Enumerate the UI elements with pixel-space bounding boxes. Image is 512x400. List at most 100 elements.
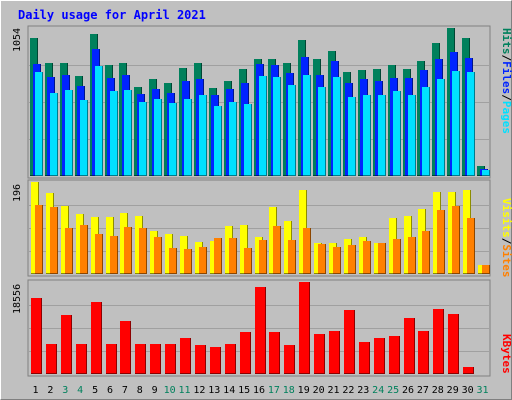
bar-sites-day-20 bbox=[318, 244, 326, 274]
bar-pages-day-16 bbox=[259, 76, 267, 176]
bar-sites-day-13-face bbox=[214, 238, 221, 273]
bar-visits-day-1-face bbox=[31, 182, 38, 273]
bar-pages-day-10 bbox=[169, 103, 177, 176]
x-tick-7: 7 bbox=[122, 385, 128, 396]
bar-sites-day-16 bbox=[259, 240, 267, 274]
bar-pages-day-15-face bbox=[244, 104, 251, 175]
bar-pages-day-19 bbox=[303, 75, 311, 176]
x-tick-18: 18 bbox=[283, 385, 295, 396]
bar-kbytes-day-12 bbox=[195, 345, 206, 374]
bar-pages-day-16-face bbox=[259, 76, 266, 175]
bar-pages-day-4 bbox=[80, 100, 88, 176]
bar-pages-day-2 bbox=[50, 93, 58, 176]
bar-kbytes-day-5 bbox=[91, 302, 102, 374]
bar-kbytes-day-26-face bbox=[404, 318, 414, 373]
bar-sites-day-18 bbox=[288, 240, 296, 274]
x-tick-23: 23 bbox=[357, 385, 369, 396]
x-axis-ticks: 1 2 3 4 5 6 7 8 9 10 11 12 13 14 15 16 17 18 19 20 21 22 23 24 2… bbox=[32, 385, 488, 396]
bar-visits-day-27-face bbox=[418, 209, 425, 273]
bar-kbytes-day-25 bbox=[389, 336, 400, 374]
x-tick-25: 25 bbox=[387, 385, 399, 396]
bar-kbytes-day-4 bbox=[76, 344, 87, 374]
bar-sites-day-6-face bbox=[110, 236, 117, 273]
chart-title: Daily usage for April 2021 bbox=[18, 8, 206, 22]
bar-pages-day-5-face bbox=[95, 66, 102, 175]
bar-pages-day-3 bbox=[65, 90, 73, 176]
panel-visits-sites: 196 bbox=[12, 179, 491, 277]
x-tick-4: 4 bbox=[77, 385, 83, 396]
bar-pages-day-8-face bbox=[139, 102, 146, 175]
bar-pages-day-13-face bbox=[214, 106, 221, 175]
x-tick-2: 2 bbox=[47, 385, 53, 396]
legend-kbytes: KBytes bbox=[500, 334, 512, 374]
bar-visits-day-4-face bbox=[76, 214, 83, 273]
bar-visits-day-15-face bbox=[240, 225, 247, 273]
bar-kbytes-day-26 bbox=[404, 318, 415, 374]
x-tick-15: 15 bbox=[238, 385, 250, 396]
bar-kbytes-day-28-face bbox=[433, 309, 443, 373]
bar-sites-day-7-face bbox=[124, 227, 131, 273]
bar-visits-day-21-face bbox=[329, 243, 336, 273]
bar-kbytes-day-30-face bbox=[463, 367, 473, 373]
bar-kbytes-day-11 bbox=[180, 338, 191, 374]
x-tick-29: 29 bbox=[447, 385, 459, 396]
legend-item-1: / bbox=[500, 238, 512, 245]
bar-sites-day-27-face bbox=[422, 231, 429, 273]
bar-sites-day-30 bbox=[467, 218, 475, 274]
bar-pages-day-9-face bbox=[154, 99, 161, 175]
x-tick-22: 22 bbox=[342, 385, 354, 396]
bar-kbytes-day-21 bbox=[329, 331, 340, 374]
bar-pages-day-1-face bbox=[35, 72, 42, 175]
legend-item-2: Sites bbox=[500, 244, 512, 277]
legend-item-2: Files bbox=[500, 61, 512, 94]
bar-kbytes-day-14-face bbox=[225, 344, 235, 373]
bar-kbytes-day-8 bbox=[135, 344, 146, 374]
bar-sites-day-31 bbox=[482, 265, 490, 274]
ymax-bottom: 18556 bbox=[12, 284, 23, 314]
bar-sites-day-2-face bbox=[50, 207, 57, 273]
bar-sites-day-14 bbox=[229, 238, 237, 274]
bar-sites-day-12 bbox=[199, 247, 207, 274]
bar-sites-day-8 bbox=[139, 228, 147, 274]
bar-pages-day-25-face bbox=[393, 91, 400, 175]
bar-kbytes-day-29-face bbox=[448, 314, 458, 373]
bar-pages-day-4-face bbox=[80, 100, 87, 175]
bar-pages-day-27 bbox=[422, 87, 430, 176]
bar-pages-day-30 bbox=[467, 72, 475, 176]
bar-visits-day-8-face bbox=[135, 216, 142, 273]
bar-pages-day-17 bbox=[273, 77, 281, 176]
legend-item-0: Hits bbox=[500, 28, 512, 55]
bar-visits-day-2-face bbox=[46, 193, 53, 273]
ymax-top: 1054 bbox=[12, 28, 23, 52]
legend-hits-files-pages: Hits/Files/Pages bbox=[500, 28, 512, 134]
bar-kbytes-day-13-face bbox=[210, 347, 220, 373]
bar-sites-day-8-face bbox=[139, 228, 146, 273]
bar-pages-day-22 bbox=[348, 97, 356, 176]
bar-visits-day-24-face bbox=[374, 243, 381, 273]
bar-kbytes-day-4-face bbox=[76, 344, 86, 373]
bar-pages-day-29-face bbox=[452, 71, 459, 175]
bar-visits-day-23-face bbox=[359, 237, 366, 273]
x-tick-27: 27 bbox=[417, 385, 429, 396]
bar-pages-day-17-face bbox=[273, 77, 280, 175]
x-tick-17: 17 bbox=[268, 385, 280, 396]
bar-kbytes-day-10-face bbox=[165, 344, 175, 373]
legend-visits-sites: Visits/Sites bbox=[500, 198, 512, 278]
bar-pages-day-20 bbox=[318, 87, 326, 176]
bar-sites-day-23 bbox=[363, 241, 371, 274]
x-tick-9: 9 bbox=[152, 385, 158, 396]
bar-sites-day-30-face bbox=[467, 218, 474, 273]
bar-visits-day-18-face bbox=[284, 221, 291, 273]
bar-kbytes-day-12-face bbox=[195, 345, 205, 373]
x-tick-11: 11 bbox=[178, 385, 190, 396]
x-tick-13: 13 bbox=[208, 385, 220, 396]
bar-kbytes-day-6-face bbox=[106, 344, 116, 373]
bar-kbytes-day-18 bbox=[284, 345, 295, 374]
bar-pages-day-19-face bbox=[303, 75, 310, 175]
bar-pages-day-28 bbox=[437, 79, 445, 176]
bar-visits-day-31-face bbox=[478, 265, 485, 273]
bar-pages-day-14-face bbox=[229, 102, 236, 175]
bar-kbytes-day-29 bbox=[448, 314, 459, 374]
bar-sites-day-29 bbox=[452, 206, 460, 274]
legend-item-0: KBytes bbox=[500, 334, 512, 374]
